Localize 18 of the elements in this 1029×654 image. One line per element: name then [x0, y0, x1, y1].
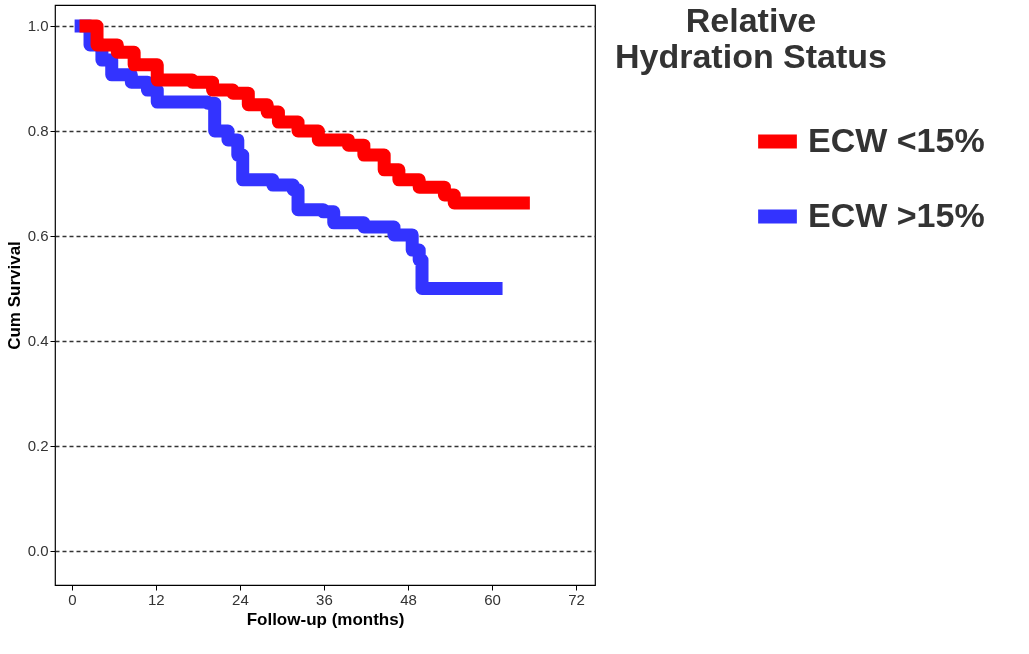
- y-tick-label: 0.6: [27, 227, 49, 245]
- legend-label: ECW <15%: [808, 120, 985, 159]
- legend-title: Relative Hydration Status: [614, 1, 888, 75]
- y-tick-label: 0.4: [27, 332, 49, 350]
- y-axis-title: Cum Survival: [4, 241, 24, 350]
- x-axis-title: Follow-up (months): [246, 609, 405, 629]
- x-tick-label: 60: [484, 590, 501, 608]
- legend-label: ECW >15%: [808, 195, 985, 234]
- x-tick-label: 24: [232, 590, 249, 608]
- y-tick-label: 0.8: [27, 122, 49, 140]
- y-tick-label: 0.2: [27, 437, 49, 455]
- y-tick-label: 0.0: [27, 542, 49, 560]
- x-tick-label: 48: [400, 590, 417, 608]
- x-tick-label: 0: [68, 590, 77, 608]
- x-tick-label: 36: [316, 590, 333, 608]
- x-tick-label: 12: [148, 590, 165, 608]
- y-tick-label: 1.0: [27, 17, 49, 35]
- x-tick-label: 72: [568, 590, 585, 608]
